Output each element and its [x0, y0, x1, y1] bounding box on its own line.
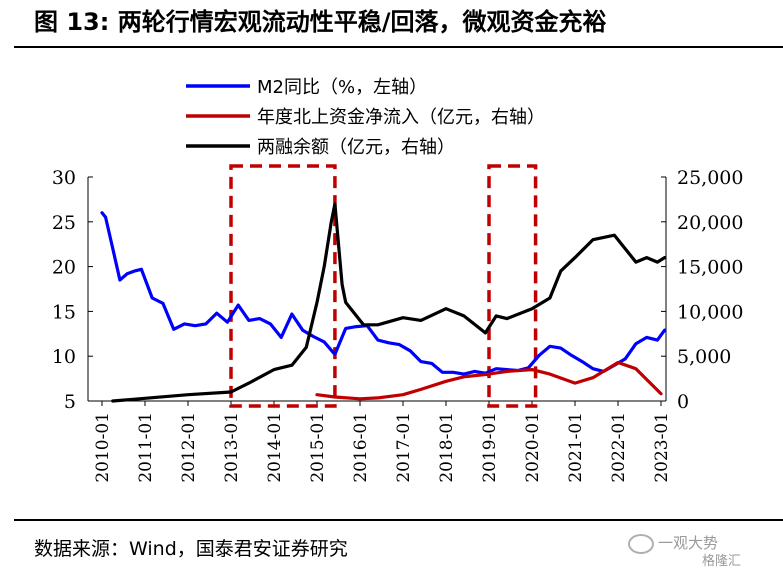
bottom-rule [14, 519, 783, 521]
left-tick-label: 5 [64, 391, 76, 413]
title-rule [14, 46, 783, 48]
x-tick-label: 2019-01 [480, 412, 500, 483]
x-tick-label: 2023-01 [652, 412, 672, 483]
chart-title: 图 13: 两轮行情宏观流动性平稳/回落，微观资金充裕 [34, 8, 607, 36]
legend-label: 年度北上资金净流入（亿元，右轴） [257, 107, 545, 128]
right-tick-label: 20,000 [677, 212, 743, 234]
right-tick-label: 0 [677, 391, 689, 413]
x-tick-label: 2020-01 [523, 412, 543, 483]
northbound-line [315, 360, 663, 401]
x-tick-label: 2016-01 [351, 412, 371, 483]
x-tick-label: 2010-01 [93, 412, 113, 483]
x-tick-label: 2013-01 [222, 412, 242, 483]
x-tick-label: 2012-01 [179, 412, 199, 483]
watermark-text: 一观大势 [658, 534, 719, 552]
right-tick-label: 5,000 [677, 346, 731, 368]
x-tick-label: 2021-01 [566, 412, 586, 483]
wechat-icon [628, 534, 654, 554]
x-tick-label: 2015-01 [308, 412, 328, 483]
highlight-box [487, 164, 538, 408]
watermark: 一观大势 格隆汇 [628, 530, 778, 570]
m2-line [100, 211, 667, 376]
right-tick-label: 25,000 [677, 167, 743, 189]
left-tick-label: 30 [52, 167, 76, 189]
source-note: 数据来源：Wind，国泰君安证券研究 [34, 538, 348, 560]
right-tick-label: 10,000 [677, 301, 743, 323]
x-tick-label: 2014-01 [265, 412, 285, 483]
watermark-brand: 格隆汇 [702, 554, 742, 569]
x-tick-label: 2022-01 [609, 412, 629, 483]
margin-balance-line [111, 202, 667, 403]
left-tick-label: 15 [52, 301, 76, 323]
x-tick-label: 2011-01 [136, 412, 156, 483]
left-tick-label: 20 [52, 257, 76, 279]
legend-label: M2同比（%，左轴） [257, 77, 427, 98]
left-tick-label: 25 [52, 212, 76, 234]
right-tick-label: 15,000 [677, 257, 743, 279]
x-tick-label: 2017-01 [394, 412, 414, 483]
x-tick-label: 2018-01 [437, 412, 457, 483]
legend-label: 两融余额（亿元，右轴） [257, 137, 455, 158]
left-tick-label: 10 [52, 346, 76, 368]
